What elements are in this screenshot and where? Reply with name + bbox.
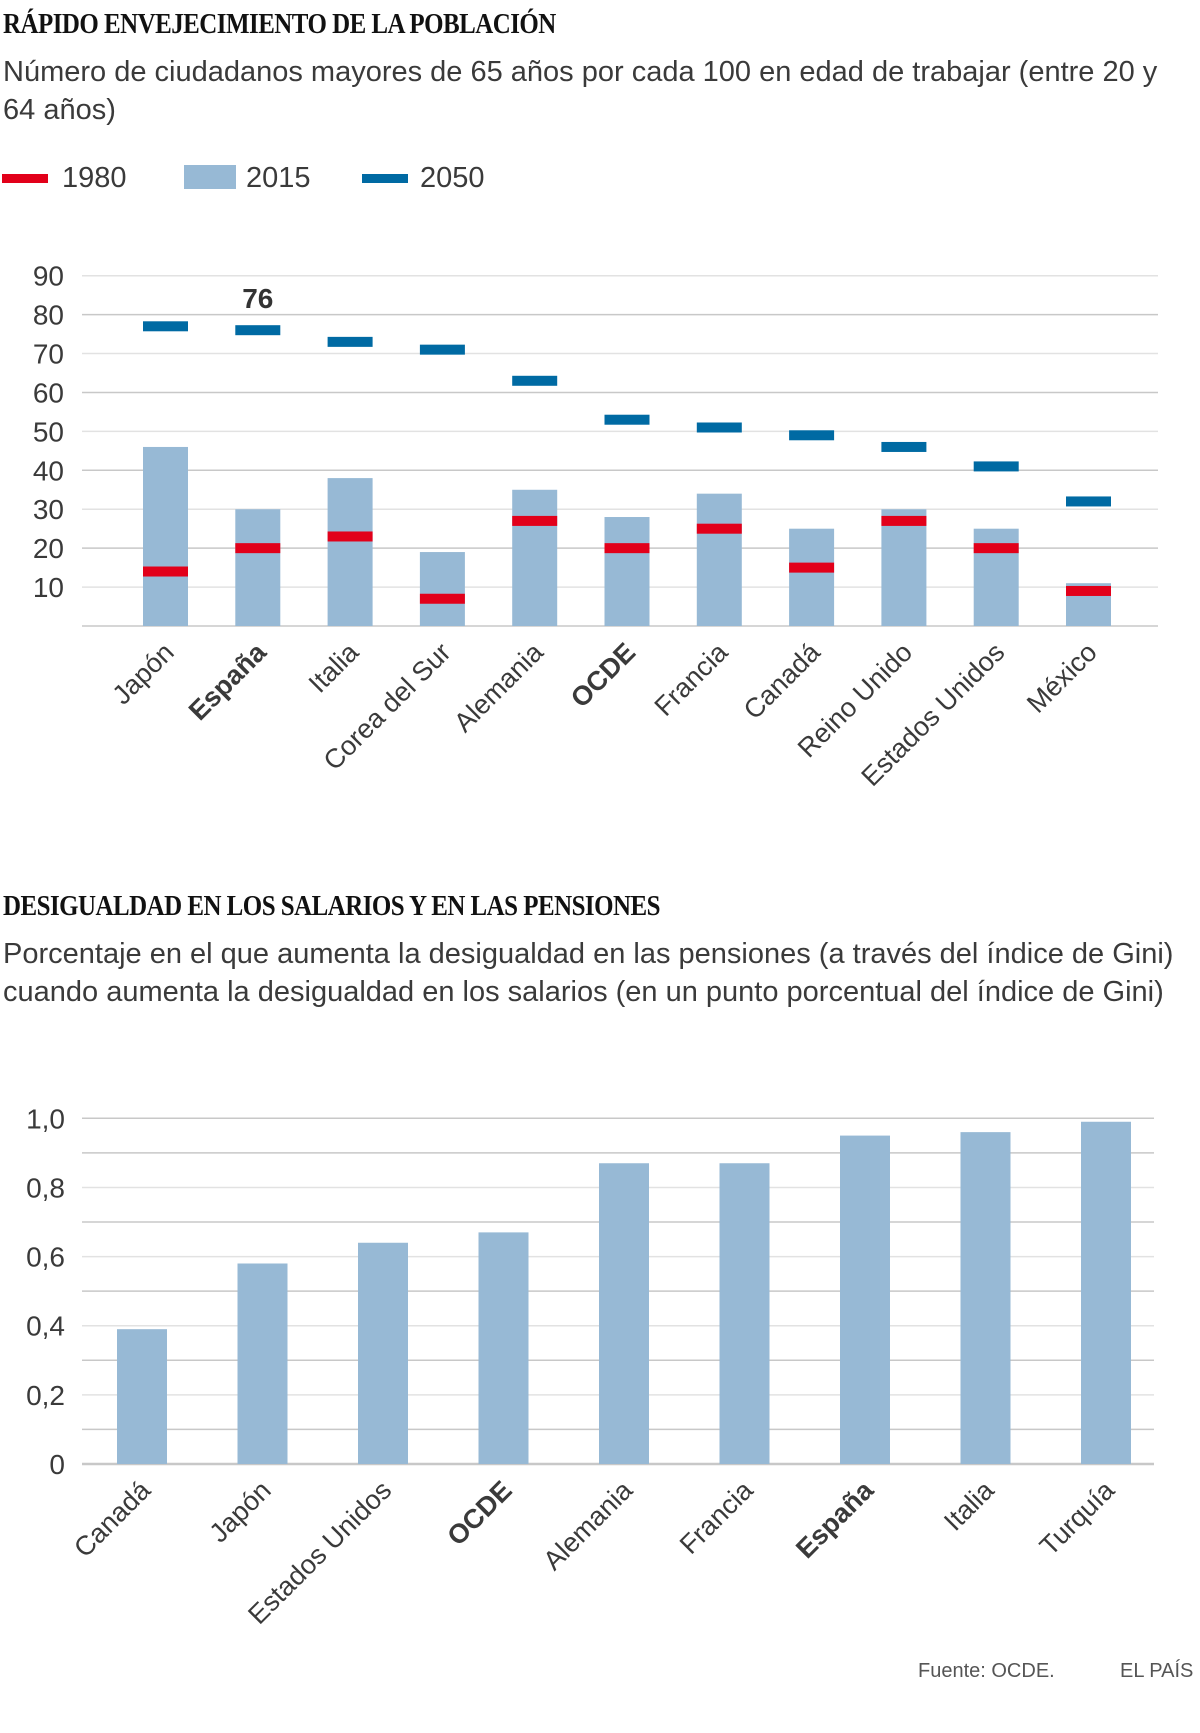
bar-japon: [237, 1263, 288, 1464]
marker-1980-alemania: [512, 515, 558, 526]
chart1-markers-1980: [143, 515, 1111, 604]
marker-1980-canada: [789, 562, 835, 573]
marker-1980-japon: [143, 566, 188, 577]
chart2-y-tick-label: 0: [49, 1449, 65, 1480]
bar-2015-italia: [327, 478, 373, 626]
chart1-y-tick-label: 40: [33, 455, 64, 486]
x-label-italia: Italia: [303, 636, 365, 698]
x-label-mexico: México: [1021, 637, 1103, 719]
chart1-title: RÁPIDO ENVEJECIMIENTO DE LA POBLACIÓN: [3, 8, 556, 40]
marker-2050-italia: [327, 336, 373, 347]
x-label-canada: Canadá: [738, 636, 827, 725]
chart1-y-tick-label: 10: [33, 572, 64, 603]
chart2-y-axis-labels: 0 0,2 0,4 0,6 0,8 1,0: [26, 1103, 65, 1480]
chart2-gridlines: [82, 1117, 1154, 1466]
bar-2015-canada: [789, 528, 835, 626]
chart2-bars: [117, 1121, 1131, 1464]
marker-1980-francia: [696, 523, 742, 534]
marker-1980-ocde: [604, 543, 650, 554]
bar-2015-espana: [235, 509, 281, 626]
bar-canada: [117, 1329, 167, 1464]
bar-italia: [960, 1132, 1011, 1464]
chart1-aging-ratio: 10 20 30 40 50 60 70 80 90 76 Japón España Italia C…: [33, 261, 1158, 792]
x-label-japon: Japón: [204, 1475, 277, 1548]
chart2-y-tick-label: 1,0: [26, 1103, 65, 1134]
marker-2050-corea-del-sur: [419, 344, 465, 355]
legend-label-1980: 1980: [62, 162, 127, 194]
marker-2050-francia: [696, 422, 742, 433]
chart1-y-tick-label: 90: [33, 261, 64, 292]
x-label-ocde: OCDE: [565, 637, 641, 713]
x-label-francia: Francia: [649, 636, 735, 722]
publisher-brand: EL PAÍS: [1120, 1660, 1194, 1682]
chart2-subtitle: Porcentaje en el que aumenta la desigual…: [3, 938, 1174, 1008]
marker-2050-estados-unidos: [973, 461, 1019, 472]
chart2-y-tick-label: 0,2: [26, 1380, 65, 1411]
marker-1980-mexico: [1066, 585, 1111, 596]
x-label-alemania: Alemania: [537, 1474, 639, 1576]
chart2-y-tick-label: 0,6: [26, 1242, 65, 1273]
annotation-value-label: 76: [242, 283, 273, 314]
x-label-italia: Italia: [938, 1474, 1000, 1536]
marker-1980-italia: [327, 531, 373, 542]
chart1-y-tick-label: 50: [33, 416, 64, 447]
chart1-y-tick-label: 70: [33, 339, 64, 370]
chart1-subtitle: Número de ciudadanos mayores de 65 años …: [3, 56, 1158, 126]
chart1-y-tick-label: 60: [33, 377, 64, 408]
bar-2015-reino-unido: [881, 509, 927, 626]
x-label-espana: España: [183, 636, 273, 726]
chart1-y-tick-label: 30: [33, 494, 64, 525]
chart1-y-tick-label: 20: [33, 533, 64, 564]
x-label-estados-unidos: Estados Unidos: [242, 1475, 397, 1630]
chart2-y-tick-label: 0,8: [26, 1172, 65, 1203]
x-label-turquia: Turquía: [1034, 1474, 1121, 1561]
marker-1980-estados-unidos: [973, 543, 1019, 554]
x-label-alemania: Alemania: [448, 636, 550, 738]
marker-2050-alemania: [512, 375, 558, 386]
bar-2015-japon: [143, 446, 188, 626]
legend-swatch-2015: [184, 165, 236, 189]
source-note: Fuente: OCDE.: [918, 1660, 1055, 1682]
bar-2015-alemania: [512, 489, 558, 626]
bar-espana: [840, 1135, 890, 1464]
bar-estados-unidos: [358, 1242, 408, 1464]
x-label-espana: España: [790, 1474, 880, 1564]
bar-ocde: [478, 1232, 529, 1464]
legend-swatch-2050: [362, 174, 408, 183]
marker-2050-espana: [235, 325, 281, 336]
marker-2050-canada: [789, 430, 835, 441]
x-label-ocde: OCDE: [441, 1475, 517, 1551]
marker-1980-reino-unido: [881, 515, 927, 526]
marker-2050-mexico: [1066, 496, 1111, 507]
chart1-annotations: 76: [242, 283, 273, 314]
bar-francia: [719, 1163, 770, 1464]
bar-2015-corea-del-sur: [419, 552, 465, 626]
bar-2015-francia: [696, 493, 742, 626]
legend-label-2015: 2015: [246, 162, 311, 194]
bar-2015-ocde: [604, 517, 650, 626]
marker-2050-reino-unido: [881, 441, 927, 452]
marker-2050-ocde: [604, 414, 650, 425]
chart1-markers-2050: [143, 321, 1111, 507]
legend-label-2050: 2050: [420, 162, 485, 194]
marker-1980-corea-del-sur: [419, 593, 465, 604]
chart1-y-tick-label: 80: [33, 300, 64, 331]
legend-swatch-1980: [2, 174, 48, 183]
x-label-francia: Francia: [674, 1474, 760, 1560]
bar-turquia: [1081, 1121, 1131, 1464]
marker-1980-espana: [235, 543, 281, 554]
x-label-japon: Japón: [107, 637, 180, 710]
chart1-bars-2015: [143, 446, 1111, 626]
x-label-canada: Canadá: [68, 1474, 157, 1563]
chart2-y-tick-label: 0,4: [26, 1311, 65, 1342]
bar-alemania: [599, 1163, 649, 1464]
chart2-title: DESIGUALDAD EN LOS SALARIOS Y EN LAS PEN…: [3, 890, 661, 922]
marker-2050-japon: [143, 321, 188, 332]
chart1-y-axis-labels: 10 20 30 40 50 60 70 80 90: [33, 261, 64, 603]
